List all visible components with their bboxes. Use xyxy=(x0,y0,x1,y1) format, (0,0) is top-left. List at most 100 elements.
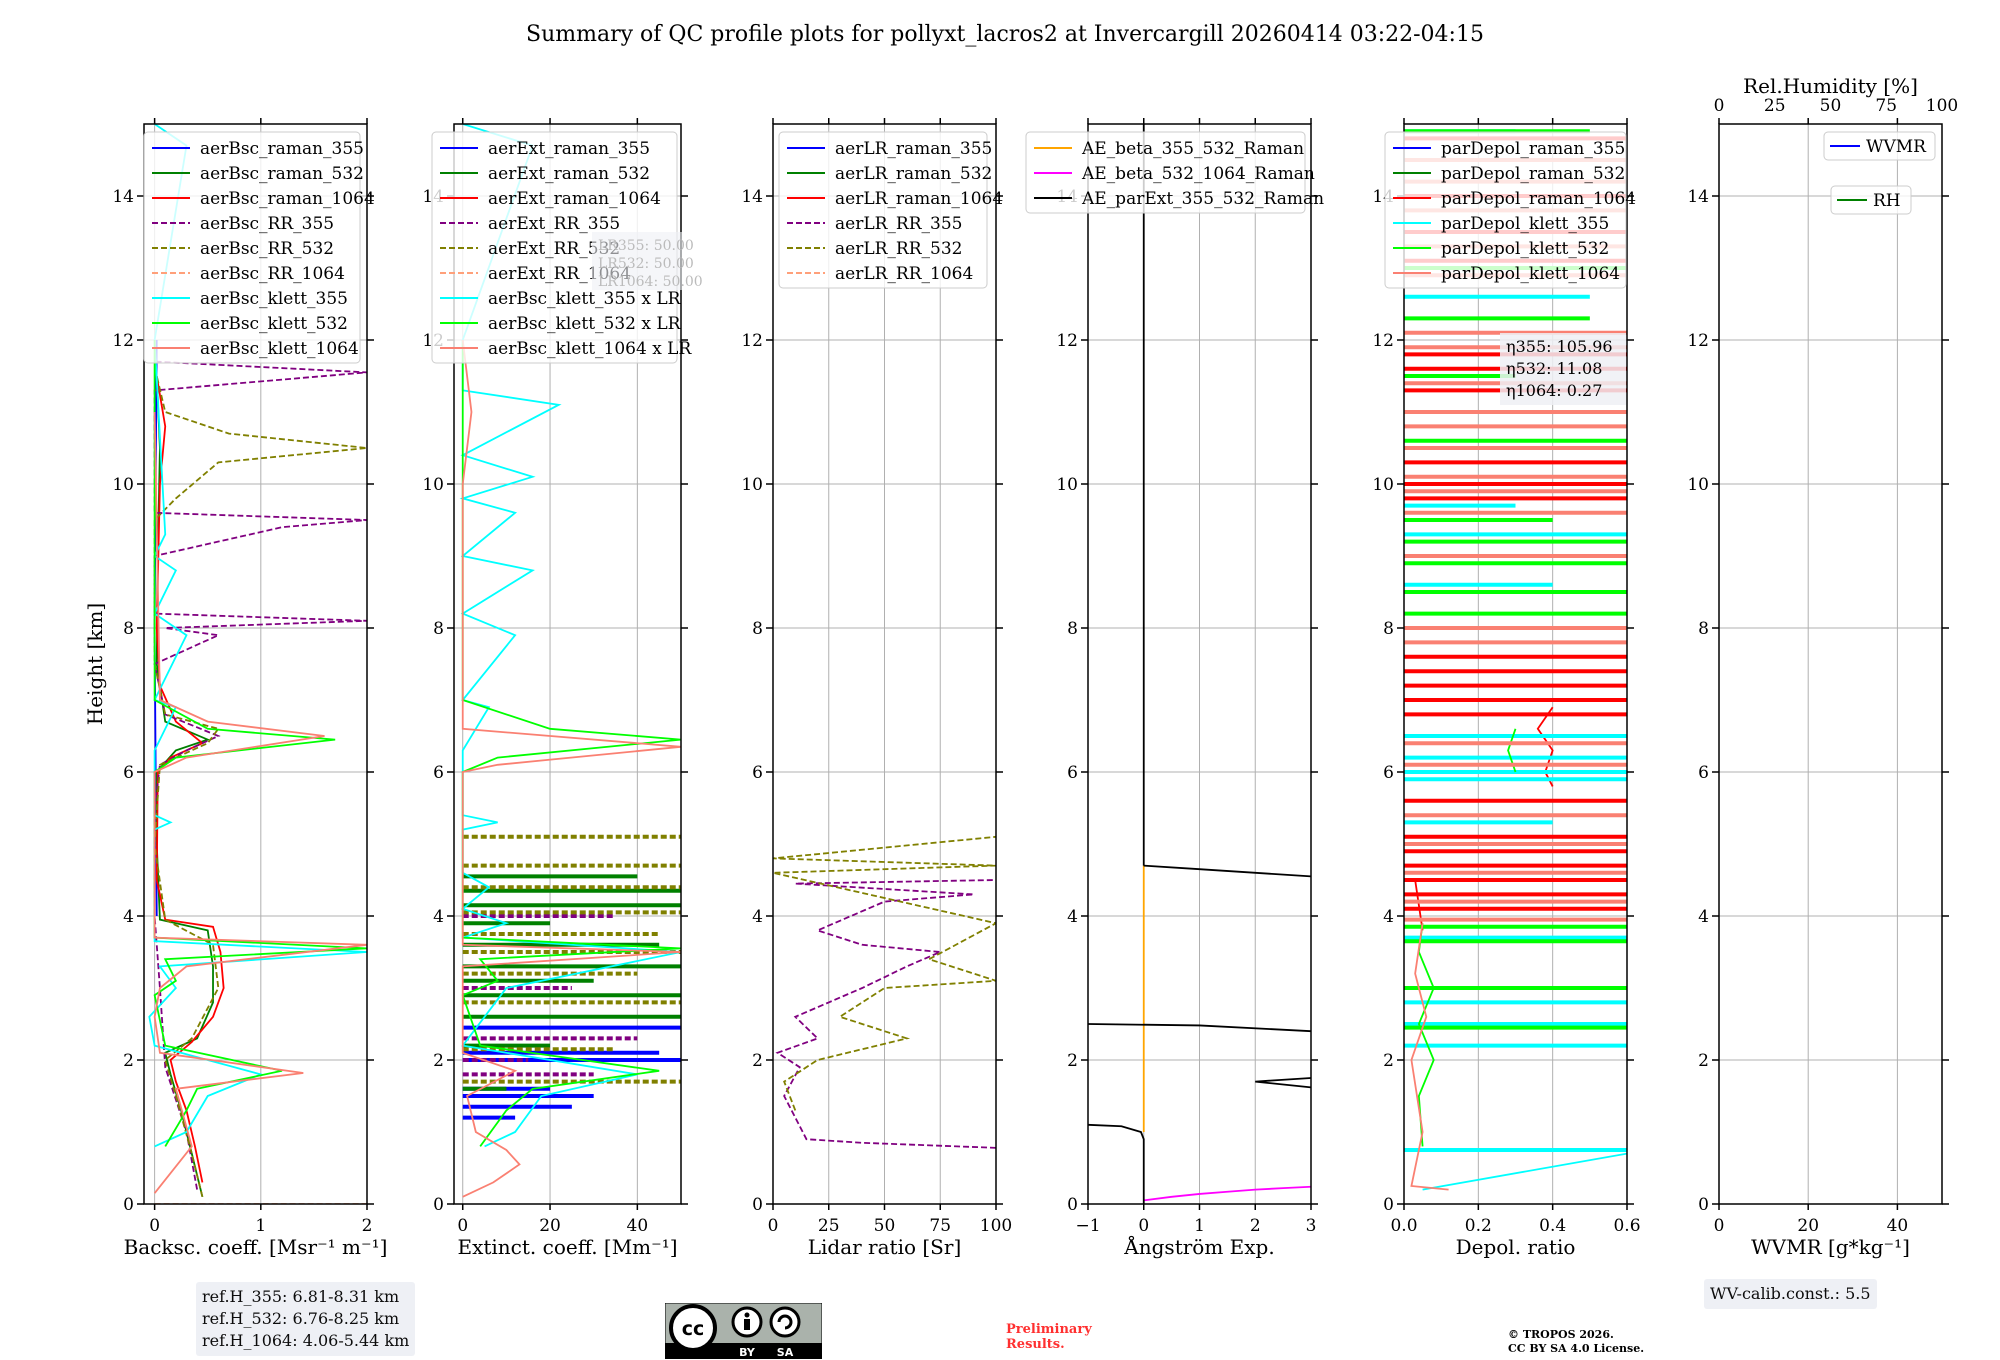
x-tick-label: 75 xyxy=(929,1216,951,1236)
legend-label: aerBsc_raman_532 xyxy=(200,164,364,184)
y-tick-label: 4 xyxy=(433,907,444,927)
lr-annotation: LR532: 50.00 xyxy=(598,256,694,272)
x-tick-label: 3 xyxy=(1306,1216,1317,1236)
x-axis-label: Lidar ratio [Sr] xyxy=(808,1235,962,1259)
lr-annotation: LR1064: 50.00 xyxy=(598,274,703,290)
legend-label: AE_parExt_355_532_Raman xyxy=(1081,189,1324,209)
axes-frame xyxy=(143,123,368,1205)
panel-2: 0 25 50 75 100 0 2 4 6 8 10 12 14 Lidar ratio [Sr] aer… xyxy=(741,118,1012,1259)
cc-logo-text: cc xyxy=(682,1318,705,1340)
legend-label: AE_beta_355_532_Raman xyxy=(1081,139,1304,159)
legend-label: aerLR_raman_1064 xyxy=(835,189,1003,209)
legend-label: aerBsc_klett_532 xyxy=(200,314,348,334)
y-tick-label: 10 xyxy=(1687,475,1709,495)
x-tick-label: 20 xyxy=(539,1216,561,1236)
copyright-line1: © TROPOS 2026. xyxy=(1508,1328,1614,1341)
copyright-line2: CC BY SA 4.0 License. xyxy=(1508,1342,1645,1355)
y-tick-label: 10 xyxy=(1372,475,1394,495)
eta-annotation: η1064: 0.27 xyxy=(1506,381,1602,400)
legend-label: RH xyxy=(1873,191,1901,211)
top-x-tick-label: 100 xyxy=(1926,96,1958,116)
y-tick-label: 8 xyxy=(123,619,134,639)
y-tick-label: 8 xyxy=(1067,619,1078,639)
legend-label: aerBsc_RR_532 xyxy=(200,239,334,259)
y-tick-label: 4 xyxy=(752,907,763,927)
legend-label: aerBsc_klett_1064 xyxy=(200,339,359,359)
x-tick-label: 50 xyxy=(874,1216,896,1236)
x-tick-label: 0.2 xyxy=(1465,1216,1492,1236)
axes-frame xyxy=(1403,123,1628,1205)
series-line-aerBsc_RR_532 xyxy=(153,375,367,1198)
top-x-tick-label: 50 xyxy=(1820,96,1842,116)
y-tick-label: 14 xyxy=(1687,187,1709,207)
x-axis-label: Extinct. coeff. [Mm⁻¹] xyxy=(457,1235,677,1259)
x-tick-label: 1 xyxy=(255,1216,266,1236)
legend-label: aerExt_RR_355 xyxy=(488,214,620,234)
y-tick-label: 0 xyxy=(123,1195,134,1215)
ref-h-355: ref.H_355: 6.81-8.31 km xyxy=(202,1287,400,1306)
y-tick-label: 10 xyxy=(112,475,134,495)
copyright-note: © TROPOS 2026. CC BY SA 4.0 License. xyxy=(1508,1328,1644,1356)
legend-label: parDepol_raman_355 xyxy=(1441,139,1625,159)
series-line-aerBsc_klett_532 x LR xyxy=(461,340,681,1147)
panel-5: 0 20 40 0 2 4 6 8 10 12 14 WVMR [g*kg⁻¹] 0 25 50 75 100 R… xyxy=(1687,74,1958,1259)
axes-frame xyxy=(772,123,997,1205)
legend-label: aerBsc_raman_355 xyxy=(200,139,364,159)
legend-label: aerBsc_raman_1064 xyxy=(200,189,375,209)
y-tick-label: 2 xyxy=(752,1051,763,1071)
legend-label: aerBsc_RR_355 xyxy=(200,214,334,234)
y-tick-label: 6 xyxy=(123,763,134,783)
x-tick-label: 0.4 xyxy=(1539,1216,1566,1236)
eta-box xyxy=(1500,333,1626,405)
legend-label: aerExt_raman_1064 xyxy=(488,189,661,209)
y-tick-label: 12 xyxy=(1687,331,1709,351)
legend-label: aerExt_raman_532 xyxy=(488,164,650,184)
x-tick-label: 0 xyxy=(1138,1216,1149,1236)
series-line-aerLR_RR_355 xyxy=(775,879,996,1149)
x-tick-label: 1 xyxy=(1194,1216,1205,1236)
x-tick-label: 0.6 xyxy=(1613,1216,1640,1236)
y-tick-label: 14 xyxy=(741,187,763,207)
preliminary-line1: Preliminary xyxy=(1006,1322,1092,1337)
y-axis-label: Height [km] xyxy=(83,603,107,725)
y-tick-label: 6 xyxy=(1698,763,1709,783)
x-tick-label: 0 xyxy=(457,1216,468,1236)
series-line-AE_parExt_355_532_Raman xyxy=(1088,1023,1311,1033)
series-line-AE_beta_532_1064_Raman xyxy=(1143,1185,1311,1202)
y-tick-label: 12 xyxy=(1372,331,1394,351)
legend-label: aerBsc_klett_355 x LR xyxy=(488,289,682,309)
series-line-parDepol_raman_1064 xyxy=(1536,706,1554,787)
series-line-aerBsc_raman_532 xyxy=(155,375,214,1198)
lr-annotation: LR355: 50.00 xyxy=(598,238,694,254)
legend-label: aerLR_raman_355 xyxy=(835,139,992,159)
y-tick-label: 0 xyxy=(433,1195,444,1215)
y-tick-label: 0 xyxy=(1067,1195,1078,1215)
y-tick-label: 12 xyxy=(741,331,763,351)
x-tick-label: 40 xyxy=(627,1216,649,1236)
y-tick-label: 10 xyxy=(1056,475,1078,495)
y-tick-label: 8 xyxy=(1383,619,1394,639)
cc-sa-text: SA xyxy=(777,1346,794,1359)
y-tick-label: 6 xyxy=(1383,763,1394,783)
x-axis-label: Ångström Exp. xyxy=(1123,1234,1274,1259)
y-tick-label: 6 xyxy=(1067,763,1078,783)
lr-box xyxy=(592,232,682,290)
y-tick-label: 2 xyxy=(1383,1051,1394,1071)
x-tick-label: 0.0 xyxy=(1390,1216,1417,1236)
eta-annotation: η532: 11.08 xyxy=(1506,359,1602,378)
panel-3: −1012302468101214Ångström Exp.AE_beta_35… xyxy=(1025,118,1324,1259)
series-line-AE_parExt_355_532_Raman xyxy=(1088,1123,1145,1204)
series-line-aerBsc_RR_355 xyxy=(153,360,367,1190)
y-tick-label: 4 xyxy=(123,907,134,927)
x-tick-label: 25 xyxy=(818,1216,840,1236)
reference-height-box: ref.H_355: 6.81-8.31 km ref.H_532: 6.76-… xyxy=(196,1282,416,1356)
legend-label: parDepol_raman_532 xyxy=(1441,164,1625,184)
x-tick-label: −1 xyxy=(1075,1216,1100,1236)
legend-label: aerBsc_klett_355 xyxy=(200,289,348,309)
x-tick-label: 2 xyxy=(1250,1216,1261,1236)
top-x-tick-label: 0 xyxy=(1714,96,1725,116)
y-tick-label: 0 xyxy=(1698,1195,1709,1215)
x-tick-label: 100 xyxy=(980,1216,1012,1236)
sa-icon xyxy=(769,1306,801,1338)
